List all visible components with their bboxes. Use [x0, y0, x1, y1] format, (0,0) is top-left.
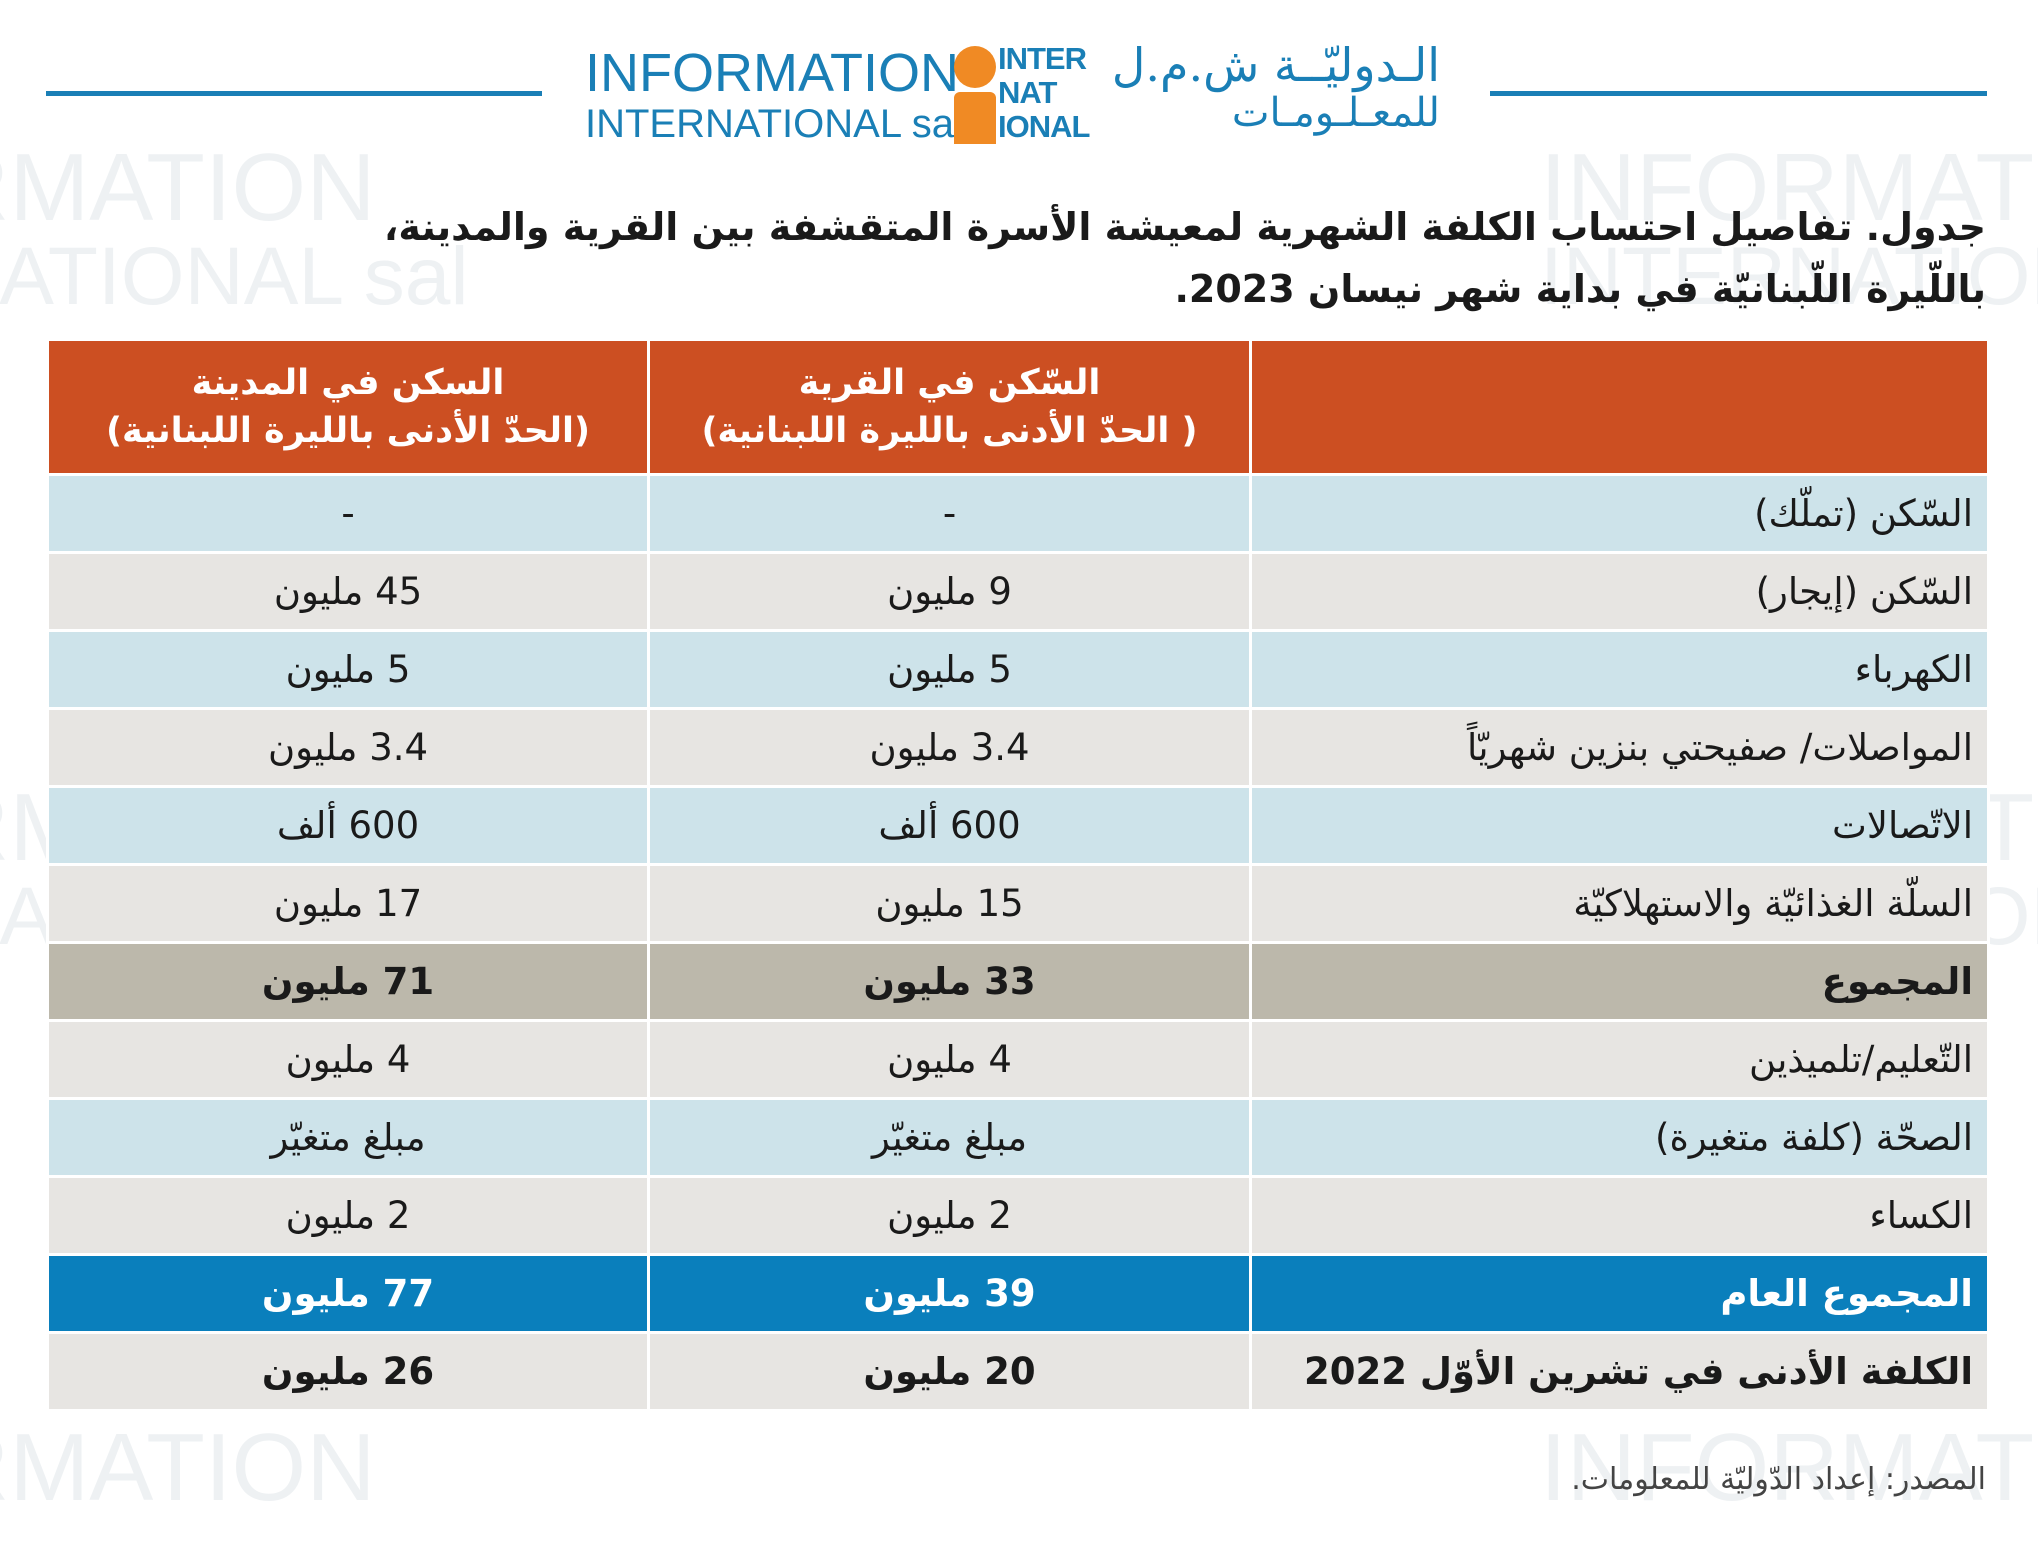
- table-row: السلّة الغذائيّة والاستهلاكيّة 15 مليون 17…: [46, 863, 1990, 944]
- header-city-line2: (الحدّ الأدنى بالليرة اللبنانية): [106, 411, 590, 451]
- row-village-value: 600 ألف: [647, 785, 1252, 866]
- row-label: السّكن (إيجار): [1249, 551, 1990, 632]
- header-rule-right: [1490, 91, 1987, 96]
- table-body: السّكن (تملّك) - - السّكن (إيجار) 9 مليون 45 …: [46, 473, 1990, 1412]
- source-note: المصدر: إعداد الدّوليّة للمعلومات.: [1571, 1462, 1986, 1497]
- row-village-value: 2 مليون: [647, 1175, 1252, 1256]
- logo-mark-letters-2: NAT: [998, 75, 1057, 110]
- row-village-value: 33 مليون: [647, 941, 1252, 1022]
- row-label: المجموع العام: [1249, 1253, 1990, 1334]
- table-row: المجموع 33 مليون 71 مليون: [46, 941, 1990, 1022]
- logo-arabic-line2: للمعـلـومـات: [1231, 89, 1440, 136]
- table-row: الصحّة (كلفة متغيرة) مبلغ متغيّر مبلغ متغي…: [46, 1097, 1990, 1178]
- header-city: السكن في المدينة (الحدّ الأدنى بالليرة ا…: [46, 338, 650, 476]
- table-row: المجموع العام 39 مليون 77 مليون: [46, 1253, 1990, 1334]
- row-village-value: 15 مليون: [647, 863, 1252, 944]
- brand-logo: INFORMATION INTERNATIONAL sal INTER NAT …: [585, 38, 1455, 148]
- row-label: السلّة الغذائيّة والاستهلاكيّة: [1249, 863, 1990, 944]
- row-city-value: 71 مليون: [46, 941, 650, 1022]
- row-label: المواصلات/ صفيحتي بنزين شهريّاً: [1249, 707, 1990, 788]
- table-row: الاتّصالات 600 ألف 600 ألف: [46, 785, 1990, 866]
- row-village-value: 9 مليون: [647, 551, 1252, 632]
- row-label: الكساء: [1249, 1175, 1990, 1256]
- row-village-value: -: [647, 473, 1252, 554]
- row-city-value: 17 مليون: [46, 863, 650, 944]
- table-row: التّعليم/تلميذين 4 مليون 4 مليون: [46, 1019, 1990, 1100]
- row-label: الاتّصالات: [1249, 785, 1990, 866]
- row-village-value: 39 مليون: [647, 1253, 1252, 1334]
- row-village-value: 5 مليون: [647, 629, 1252, 710]
- row-label: التّعليم/تلميذين: [1249, 1019, 1990, 1100]
- logo-arabic-line1: الـدوليّــة ش.م.ل: [1111, 38, 1440, 92]
- row-label: الكهرباء: [1249, 629, 1990, 710]
- row-city-value: 4 مليون: [46, 1019, 650, 1100]
- title-line-2: باللّيرة اللّبنانيّة في بداية شهر نيسان …: [1174, 267, 1986, 311]
- row-city-value: 600 ألف: [46, 785, 650, 866]
- row-label: المجموع: [1249, 941, 1990, 1022]
- logo-arabic: الـدوليّــة ش.م.ل للمعـلـومـات: [1080, 40, 1440, 135]
- title-line-1: جدول. تفاصيل احتساب الكلفة الشهرية لمعيش…: [383, 205, 1986, 249]
- document-title: جدول. تفاصيل احتساب الكلفة الشهرية لمعيش…: [86, 196, 1986, 320]
- row-village-value: 3.4 مليون: [647, 707, 1252, 788]
- table-header-row: السّكن في القرية ( الحدّ الأدنى بالليرة …: [46, 338, 1990, 476]
- row-city-value: 26 مليون: [46, 1331, 650, 1412]
- table-row: المواصلات/ صفيحتي بنزين شهريّاً 3.4 مليون…: [46, 707, 1990, 788]
- row-city-value: 5 مليون: [46, 629, 650, 710]
- header-item: [1249, 338, 1990, 476]
- header-village: السّكن في القرية ( الحدّ الأدنى بالليرة …: [647, 338, 1252, 476]
- header-city-line1: السكن في المدينة: [191, 363, 505, 403]
- row-city-value: 3.4 مليون: [46, 707, 650, 788]
- row-label: الكلفة الأدنى في تشرين الأوّل 2022: [1249, 1331, 1990, 1412]
- row-city-value: 77 مليون: [46, 1253, 650, 1334]
- row-label: السّكن (تملّك): [1249, 473, 1990, 554]
- table-row: السّكن (تملّك) - -: [46, 473, 1990, 554]
- header-village-line1: السّكن في القرية: [798, 363, 1101, 403]
- logo-i-mark-icon: INTER NAT IONAL: [950, 42, 1090, 144]
- row-village-value: مبلغ متغيّر: [647, 1097, 1252, 1178]
- row-label: الصحّة (كلفة متغيرة): [1249, 1097, 1990, 1178]
- logo-name-line2: INTERNATIONAL sal: [585, 102, 963, 146]
- row-city-value: 2 مليون: [46, 1175, 650, 1256]
- row-city-value: 45 مليون: [46, 551, 650, 632]
- table-row: السّكن (إيجار) 9 مليون 45 مليون: [46, 551, 1990, 632]
- row-village-value: 4 مليون: [647, 1019, 1252, 1100]
- header-village-line2: ( الحدّ الأدنى بالليرة اللبنانية): [701, 411, 1198, 451]
- row-city-value: مبلغ متغيّر: [46, 1097, 650, 1178]
- logo-mark-letters-3: IONAL: [998, 109, 1090, 144]
- table-row: الكساء 2 مليون 2 مليون: [46, 1175, 1990, 1256]
- logo-mark-letters-1: INTER: [998, 41, 1087, 76]
- header-rule-left: [46, 91, 542, 96]
- table-row: الكلفة الأدنى في تشرين الأوّل 2022 20 ملي…: [46, 1331, 1990, 1412]
- logo-name-line1: INFORMATION: [585, 43, 959, 103]
- row-village-value: 20 مليون: [647, 1331, 1252, 1412]
- logo-english: INFORMATION INTERNATIONAL sal: [585, 46, 963, 144]
- cost-table: السّكن في القرية ( الحدّ الأدنى بالليرة …: [46, 338, 1990, 1412]
- row-city-value: -: [46, 473, 650, 554]
- table-row: الكهرباء 5 مليون 5 مليون: [46, 629, 1990, 710]
